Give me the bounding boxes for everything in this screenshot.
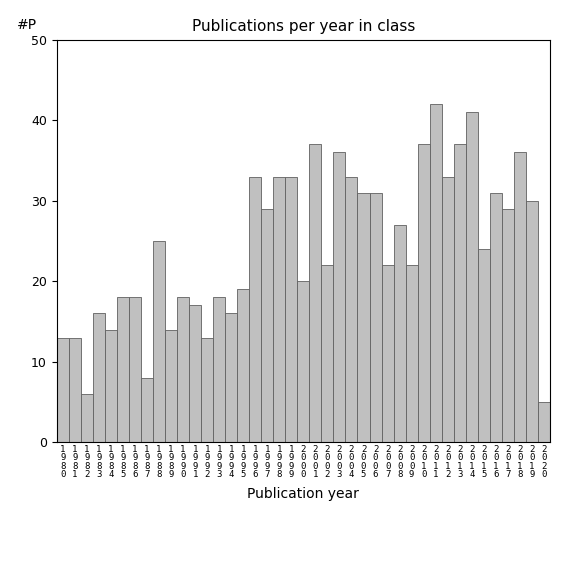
Bar	[153, 241, 165, 442]
Bar	[249, 176, 261, 442]
Bar	[117, 297, 129, 442]
Bar	[357, 193, 370, 442]
Bar	[345, 176, 357, 442]
Bar	[370, 193, 382, 442]
Bar	[285, 176, 297, 442]
X-axis label: Publication year: Publication year	[247, 487, 359, 501]
Bar	[310, 145, 321, 442]
Bar	[526, 201, 538, 442]
Bar	[478, 249, 490, 442]
Bar	[165, 329, 177, 442]
Bar	[57, 337, 69, 442]
Bar	[273, 176, 285, 442]
Bar	[201, 337, 213, 442]
Bar	[454, 145, 466, 442]
Bar	[213, 297, 225, 442]
Bar	[261, 209, 273, 442]
Bar	[297, 281, 310, 442]
Bar	[382, 265, 393, 442]
Bar	[418, 145, 430, 442]
Bar	[177, 297, 189, 442]
Bar	[405, 265, 418, 442]
Bar	[69, 337, 81, 442]
Bar	[93, 314, 105, 442]
Bar	[237, 289, 249, 442]
Title: Publications per year in class: Publications per year in class	[192, 19, 415, 35]
Bar	[105, 329, 117, 442]
Bar	[333, 153, 345, 442]
Bar	[466, 112, 478, 442]
Bar	[502, 209, 514, 442]
Bar	[129, 297, 141, 442]
Bar	[81, 394, 93, 442]
Bar	[141, 378, 153, 442]
Bar	[490, 193, 502, 442]
Text: #P: #P	[17, 18, 37, 32]
Bar	[225, 314, 237, 442]
Bar	[321, 265, 333, 442]
Bar	[514, 153, 526, 442]
Bar	[538, 402, 550, 442]
Bar	[442, 176, 454, 442]
Bar	[430, 104, 442, 442]
Bar	[393, 225, 405, 442]
Bar	[189, 306, 201, 442]
